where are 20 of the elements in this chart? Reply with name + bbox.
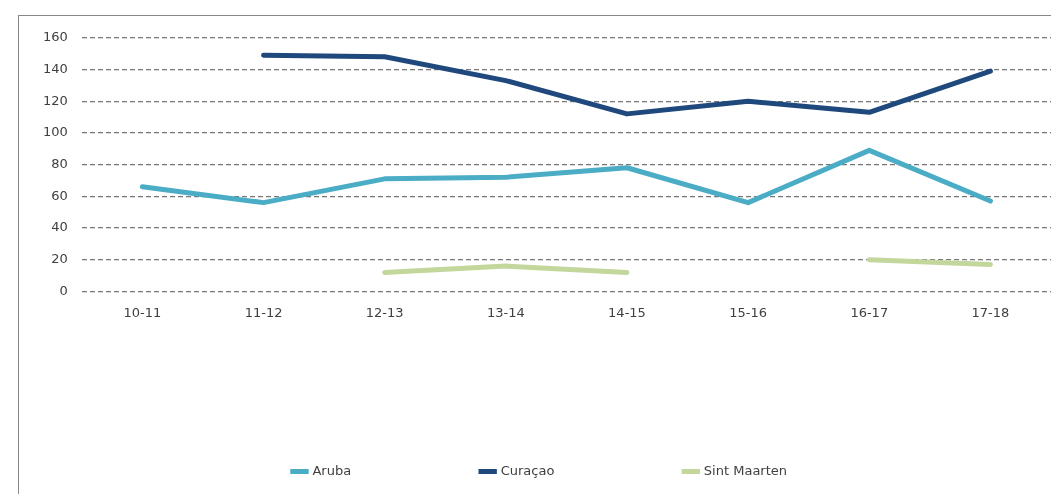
x-tick-label: 11-12 [244,304,283,320]
y-tick-label: 160 [42,29,68,45]
y-tick-label: 120 [42,92,68,108]
x-tick-label: 15-16 [729,304,768,320]
x-tick-label: 13-14 [486,304,525,320]
x-tick-label: 17-18 [971,304,1010,320]
x-tick-label: 14-15 [608,304,646,320]
legend-label: Curaçao [500,462,555,478]
y-tick-label: 0 [59,282,68,298]
y-tick-label: 140 [42,60,68,76]
x-tick-label: 16-17 [850,304,889,320]
x-tick-label: 10-11 [123,304,162,320]
y-tick-label: 80 [51,155,68,171]
y-tick-label: 20 [51,251,68,267]
y-tick-label: 60 [51,187,68,203]
legend-label: Aruba [312,462,352,478]
y-tick-label: 100 [42,124,68,140]
x-tick-label: 12-13 [365,304,404,320]
y-tick-label: 40 [51,219,68,235]
legend-label: Sint Maarten [703,462,788,478]
